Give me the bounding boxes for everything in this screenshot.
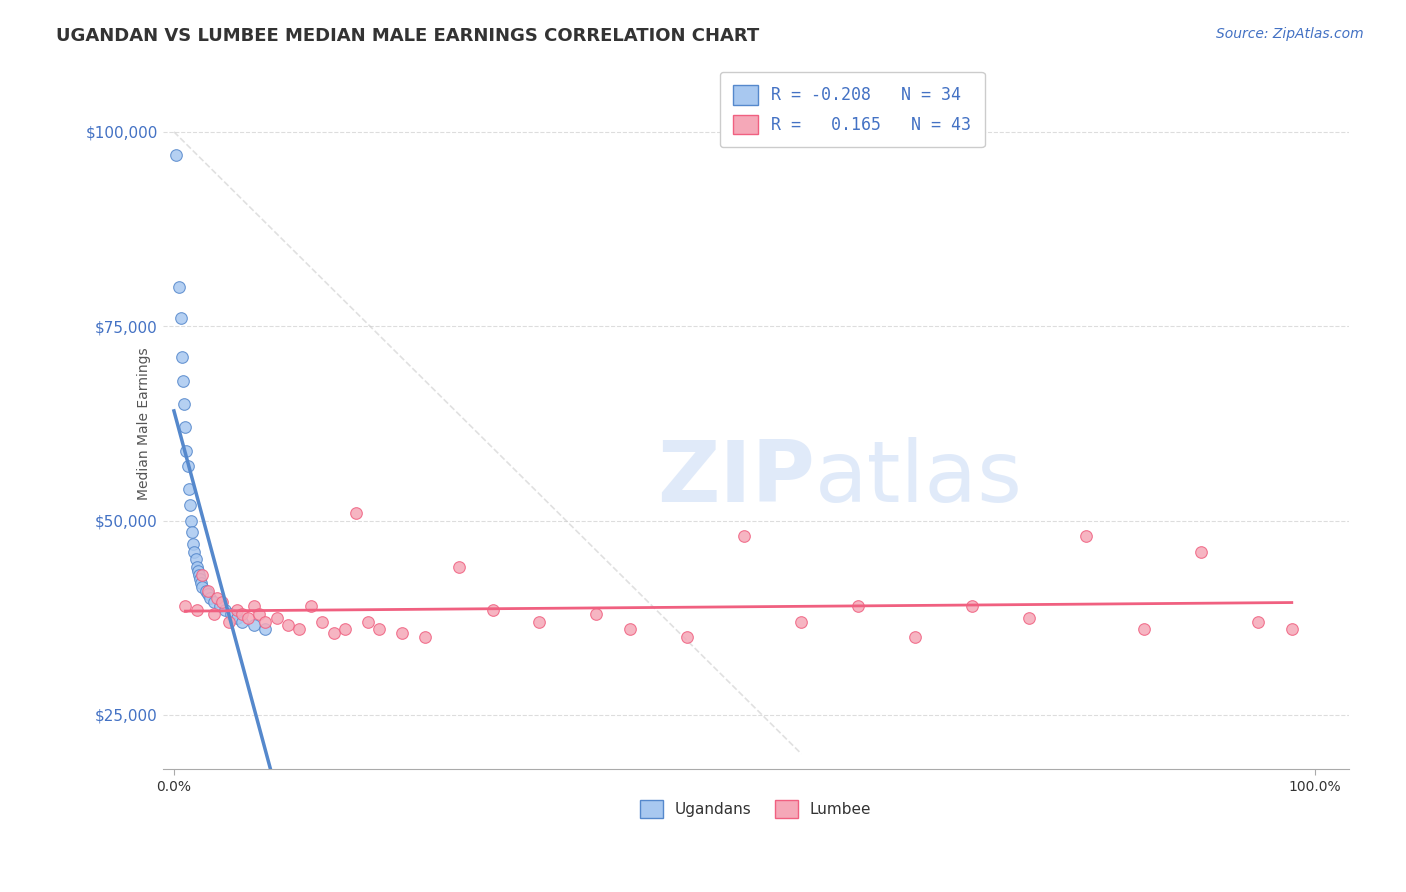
Point <box>1018 611 1040 625</box>
Point <box>1132 623 1154 637</box>
Point <box>733 529 755 543</box>
Point <box>846 599 869 613</box>
Point <box>243 599 266 613</box>
Point <box>173 397 195 411</box>
Point <box>346 506 368 520</box>
Point <box>202 595 225 609</box>
Point <box>266 611 288 625</box>
Point <box>449 560 471 574</box>
Legend: Ugandans, Lumbee: Ugandans, Lumbee <box>634 794 877 824</box>
Point <box>187 564 209 578</box>
Point <box>585 607 607 621</box>
Point <box>165 148 187 162</box>
Point <box>177 483 200 497</box>
Point <box>186 560 208 574</box>
Point <box>172 374 194 388</box>
Point <box>391 626 413 640</box>
Point <box>219 607 242 621</box>
Point <box>322 626 344 640</box>
Point <box>190 575 212 590</box>
Text: atlas: atlas <box>815 437 1024 520</box>
Point <box>225 603 247 617</box>
Point <box>236 611 259 625</box>
Point <box>249 607 271 621</box>
Point <box>962 599 984 613</box>
Text: ZIP: ZIP <box>657 437 815 520</box>
Point <box>231 607 253 621</box>
Point <box>357 615 380 629</box>
Point <box>191 580 214 594</box>
Point <box>197 587 219 601</box>
Point <box>183 537 205 551</box>
Point <box>482 603 505 617</box>
Point <box>243 618 266 632</box>
Point <box>176 443 198 458</box>
Point <box>676 630 699 644</box>
Point <box>288 623 311 637</box>
Point <box>191 568 214 582</box>
Point <box>1076 529 1098 543</box>
Point <box>186 603 208 617</box>
Point <box>188 568 211 582</box>
Point <box>200 591 222 606</box>
Point <box>1189 544 1212 558</box>
Point <box>208 599 231 613</box>
Point <box>1246 615 1268 629</box>
Point <box>202 607 225 621</box>
Point <box>333 623 356 637</box>
Point <box>225 611 247 625</box>
Point <box>790 615 813 629</box>
Text: Source: ZipAtlas.com: Source: ZipAtlas.com <box>1216 27 1364 41</box>
Point <box>181 525 204 540</box>
Text: UGANDAN VS LUMBEE MEDIAN MALE EARNINGS CORRELATION CHART: UGANDAN VS LUMBEE MEDIAN MALE EARNINGS C… <box>56 27 759 45</box>
Point <box>183 544 205 558</box>
Point <box>169 852 191 866</box>
Point <box>254 615 277 629</box>
Point <box>211 595 233 609</box>
Point <box>368 623 391 637</box>
Point <box>188 572 211 586</box>
Point <box>174 420 197 434</box>
Point <box>176 459 198 474</box>
Point <box>207 591 229 606</box>
Point <box>179 498 201 512</box>
Point <box>197 583 219 598</box>
Point <box>180 514 202 528</box>
Point <box>527 615 550 629</box>
Point <box>277 618 299 632</box>
Point <box>1281 623 1303 637</box>
Point <box>174 599 197 613</box>
Point <box>218 615 240 629</box>
Point <box>254 623 277 637</box>
Point <box>904 630 927 644</box>
Point <box>170 311 193 326</box>
Point <box>214 603 236 617</box>
Point <box>231 615 253 629</box>
Point <box>299 599 322 613</box>
Point <box>194 583 217 598</box>
Point <box>167 280 190 294</box>
Point <box>413 630 436 644</box>
Point <box>619 623 641 637</box>
Point <box>311 615 333 629</box>
Point <box>184 552 207 566</box>
Point <box>170 351 193 365</box>
Y-axis label: Median Male Earnings: Median Male Earnings <box>138 347 152 500</box>
